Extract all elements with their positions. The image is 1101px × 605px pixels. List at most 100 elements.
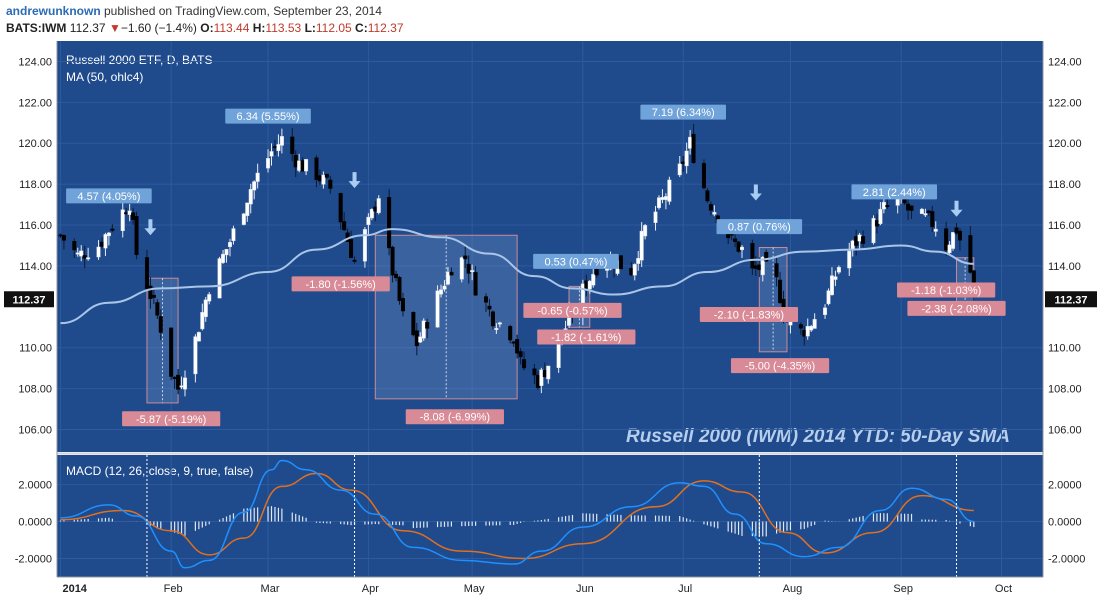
low-label: L: [304, 21, 316, 35]
candle-body [878, 208, 883, 224]
candle-body [300, 160, 305, 172]
candle-body [397, 276, 402, 301]
time-axis-tick: Jun [576, 583, 594, 595]
candle-body [362, 229, 367, 262]
price-axis-tick-right: 124.00 [1048, 56, 1082, 68]
candle-body [518, 351, 523, 358]
candle-body [705, 190, 710, 202]
candle-body [708, 204, 713, 211]
candle-body [120, 209, 125, 232]
candle-body [290, 136, 295, 155]
candle-body [539, 369, 544, 386]
annotation-label-bg [66, 188, 152, 204]
candle-body [196, 332, 201, 342]
candle-body [944, 228, 949, 251]
candle-body [515, 339, 520, 354]
candle-body [439, 289, 444, 295]
chart-watermark: Russell 2000 (IWM) 2014 YTD: 50-Day SMA [626, 426, 1010, 447]
annotation-label-bg [907, 300, 1006, 316]
candle-body [947, 244, 952, 254]
price-axis-tick-right: 108.00 [1048, 384, 1082, 396]
candle-body [342, 221, 347, 231]
candle-body [802, 329, 807, 337]
candle-body [293, 154, 298, 168]
candle-body [829, 275, 834, 296]
candle-body [919, 208, 924, 214]
macd-pane-title: MACD (12, 26, close, 9, true, false) [66, 464, 253, 478]
candle-body [369, 209, 374, 219]
candle-body [850, 240, 855, 250]
price-axis-tick-right: 116.00 [1048, 220, 1081, 232]
candle-body [338, 193, 343, 223]
price-axis-tick-right: 114.00 [1048, 261, 1081, 273]
candle-body [847, 250, 852, 269]
annotation-label-bg [640, 104, 726, 120]
high-value: 113.53 [265, 21, 302, 35]
candle-body [483, 296, 488, 303]
macd-axis-tick-left: 2.0000 [18, 480, 52, 492]
candle-body [266, 158, 271, 169]
candle-body [490, 311, 495, 327]
close-label: C: [355, 21, 368, 35]
candle-body [774, 263, 779, 278]
candle-body [279, 136, 284, 146]
candle-body [885, 205, 890, 208]
author-link[interactable]: andrewunknown [6, 4, 101, 18]
candle-body [387, 197, 392, 249]
annotation-label: -8.08 (-6.99%) [420, 412, 490, 424]
annotation-label-bg [730, 358, 830, 374]
candle-body [906, 203, 911, 211]
candle-body [954, 227, 959, 234]
annotation-label-bg [225, 108, 311, 124]
candle-body [99, 241, 104, 247]
candle-body [151, 294, 156, 298]
candle-body [546, 365, 551, 380]
candle-body [414, 330, 419, 347]
candle-body [895, 198, 900, 206]
candle-body [757, 264, 762, 271]
candle-body [172, 376, 177, 380]
price-axis-tick-right: 120.00 [1048, 138, 1082, 150]
candle-body [926, 210, 931, 213]
price-axis-tick-right: 118.00 [1048, 179, 1081, 191]
candle-body [667, 179, 672, 202]
annotation-label-bg [405, 409, 504, 425]
candle-body [470, 270, 475, 273]
candle-body [110, 228, 115, 231]
annotation-label-bg [533, 253, 619, 269]
candle-body [297, 160, 302, 171]
candle-body [805, 326, 810, 337]
annotation-label-bg [537, 329, 636, 345]
candle-body [494, 328, 499, 330]
candle-body [733, 238, 738, 242]
candle-body [203, 299, 208, 318]
price-axis-tick-left: 116.00 [19, 220, 52, 232]
candle-body [200, 312, 205, 330]
publish-line: andrewunknown published on TradingView.c… [6, 4, 382, 18]
candle-body [618, 255, 623, 270]
candle-body [241, 213, 246, 225]
candle-body [221, 253, 226, 263]
candle-body [103, 234, 108, 249]
down-arrow-icon: ▼ [108, 21, 121, 35]
candle-body [930, 211, 935, 228]
candle-body [321, 174, 326, 185]
annotation-label: -1.82 (-1.61%) [551, 332, 621, 344]
candle-body [106, 232, 111, 237]
candle-body [445, 271, 450, 285]
candle-body [352, 259, 357, 262]
candle-body [778, 279, 783, 303]
candle-body [72, 241, 77, 251]
candle-body [231, 228, 236, 242]
price-axis-tick-right: 110.00 [1048, 343, 1081, 355]
candle-body [127, 210, 132, 215]
macd-axis-tick-right: -2.0000 [1048, 554, 1085, 566]
candle-body [373, 206, 378, 212]
candle-body [854, 236, 859, 246]
last-price: 112.37 [69, 21, 106, 35]
macd-signal-line [60, 472, 974, 560]
candle-body [522, 359, 527, 369]
candle-body [798, 324, 803, 329]
price-axis-tick-left: 120.00 [18, 138, 52, 150]
